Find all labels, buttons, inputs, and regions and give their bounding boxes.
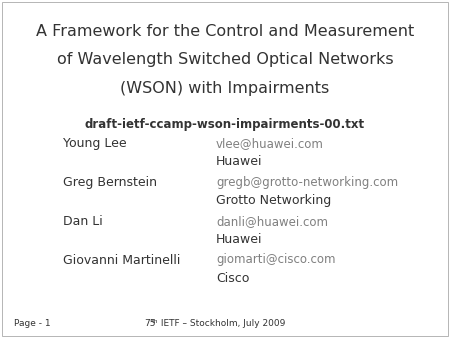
- Text: Greg Bernstein: Greg Bernstein: [63, 176, 157, 189]
- Text: Grotto Networking: Grotto Networking: [216, 194, 331, 207]
- Text: IETF – Stockholm, July 2009: IETF – Stockholm, July 2009: [158, 319, 285, 328]
- Text: Huawei: Huawei: [216, 155, 262, 168]
- Text: Huawei: Huawei: [216, 233, 262, 246]
- Text: of Wavelength Switched Optical Networks: of Wavelength Switched Optical Networks: [57, 52, 393, 67]
- Text: draft-ietf-ccamp-wson-impairments-00.txt: draft-ietf-ccamp-wson-impairments-00.txt: [85, 118, 365, 131]
- Text: giomarti@cisco.com: giomarti@cisco.com: [216, 254, 336, 266]
- Text: danli@huawei.com: danli@huawei.com: [216, 215, 328, 227]
- Text: 75: 75: [144, 319, 156, 328]
- Text: Cisco: Cisco: [216, 272, 249, 285]
- Text: (WSON) with Impairments: (WSON) with Impairments: [121, 81, 329, 96]
- Text: Page - 1: Page - 1: [14, 319, 50, 328]
- Text: th: th: [152, 319, 158, 324]
- Text: Young Lee: Young Lee: [63, 137, 126, 150]
- Text: vlee@huawei.com: vlee@huawei.com: [216, 137, 324, 150]
- Text: A Framework for the Control and Measurement: A Framework for the Control and Measurem…: [36, 24, 414, 39]
- Text: gregb@grotto-networking.com: gregb@grotto-networking.com: [216, 176, 398, 189]
- Text: Dan Li: Dan Li: [63, 215, 103, 227]
- Text: Giovanni Martinelli: Giovanni Martinelli: [63, 254, 180, 266]
